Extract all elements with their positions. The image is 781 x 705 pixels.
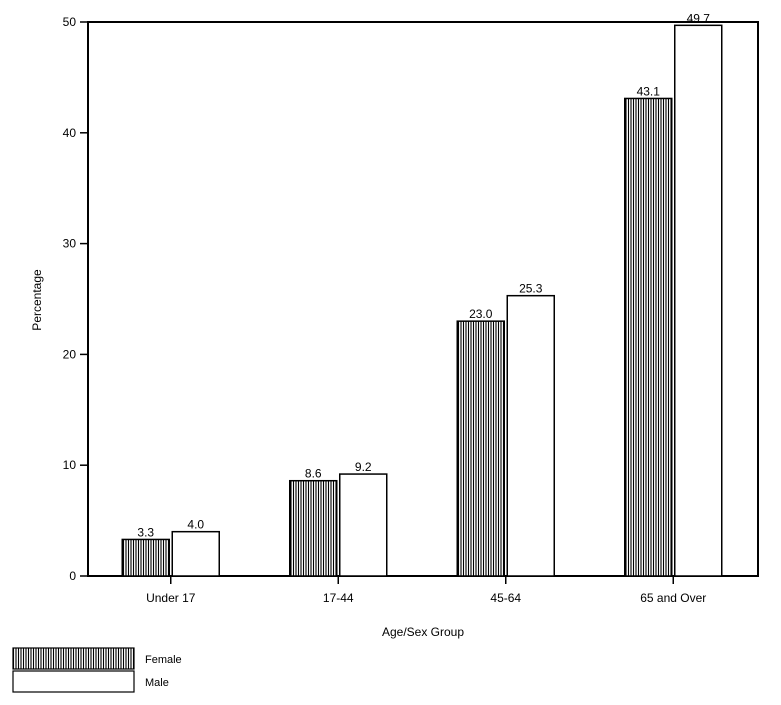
x-tick-label: 45-64 [490, 591, 521, 605]
y-axis-title: Percentage [30, 269, 44, 331]
legend-label-male: Male [145, 677, 169, 689]
y-axis-ticks: 0 10 20 30 40 50 [63, 15, 88, 583]
legend-swatch-female [12, 647, 135, 670]
x-tick-label: 65 and Over [640, 591, 706, 605]
y-tick-label: 10 [63, 458, 77, 472]
legend-label-female: Female [145, 654, 182, 666]
bar-male [339, 473, 388, 577]
y-tick-label: 30 [63, 237, 77, 251]
y-tick-label: 40 [63, 126, 77, 140]
y-tick-label: 50 [63, 15, 77, 29]
data-label-male: 9.2 [355, 460, 372, 474]
data-label-female: 3.3 [137, 525, 154, 539]
data-label-male: 25.3 [519, 282, 543, 296]
plot-frame [87, 21, 759, 577]
bar-female [121, 538, 170, 577]
bar-female [624, 97, 673, 577]
bar-female [456, 320, 505, 577]
x-tick-label: Under 17 [146, 591, 196, 605]
bar-male [506, 294, 555, 577]
x-tick-label: 17-44 [323, 591, 354, 605]
bar-female [289, 479, 338, 577]
bar-male [171, 530, 220, 577]
x-axis-title: Age/Sex Group [382, 625, 464, 639]
data-label-female: 23.0 [469, 307, 493, 321]
legend-swatch-male [12, 670, 135, 693]
y-tick-label: 20 [63, 347, 77, 361]
data-label-male: 49.7 [687, 11, 711, 25]
data-label-female: 43.1 [637, 84, 661, 98]
bars: 3.3 4.0 8.6 9.2 23.0 25.3 43.1 49.7 [121, 11, 723, 577]
data-label-male: 4.0 [187, 518, 204, 532]
bar-male [674, 24, 723, 577]
y-tick-label: 0 [69, 569, 76, 583]
legend: Female Male [12, 647, 182, 693]
data-label-female: 8.6 [305, 467, 322, 481]
x-axis-ticks: Under 17 17-44 45-64 65 and Over [146, 576, 706, 605]
